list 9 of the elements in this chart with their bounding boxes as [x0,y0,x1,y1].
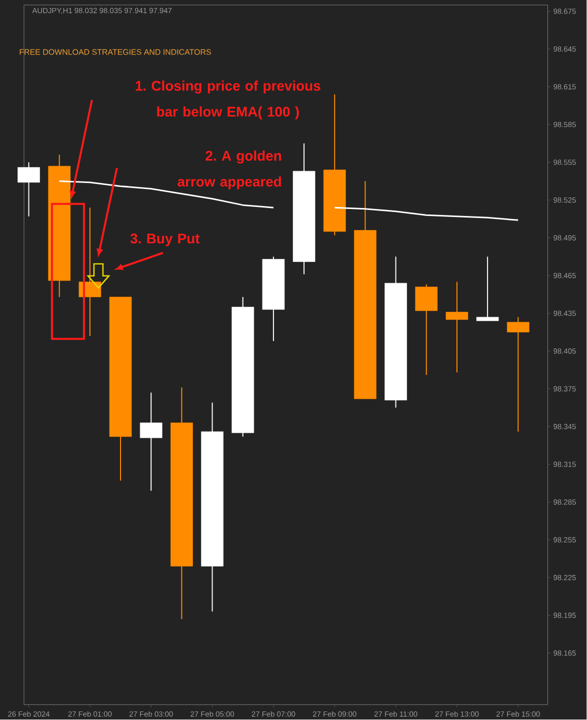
annotation: 2. A golden arrow appeared [178,150,282,190]
candlestick [415,284,438,376]
annotation: 1. Closing price of previous bar below EMA( 100 ) [136,80,320,120]
annotation: 3. Buy Put [130,234,200,246]
candlestick [446,281,468,373]
candlestick [140,392,162,492]
candlestick [507,316,530,432]
candlestick [18,162,40,217]
candlestick [476,256,499,322]
